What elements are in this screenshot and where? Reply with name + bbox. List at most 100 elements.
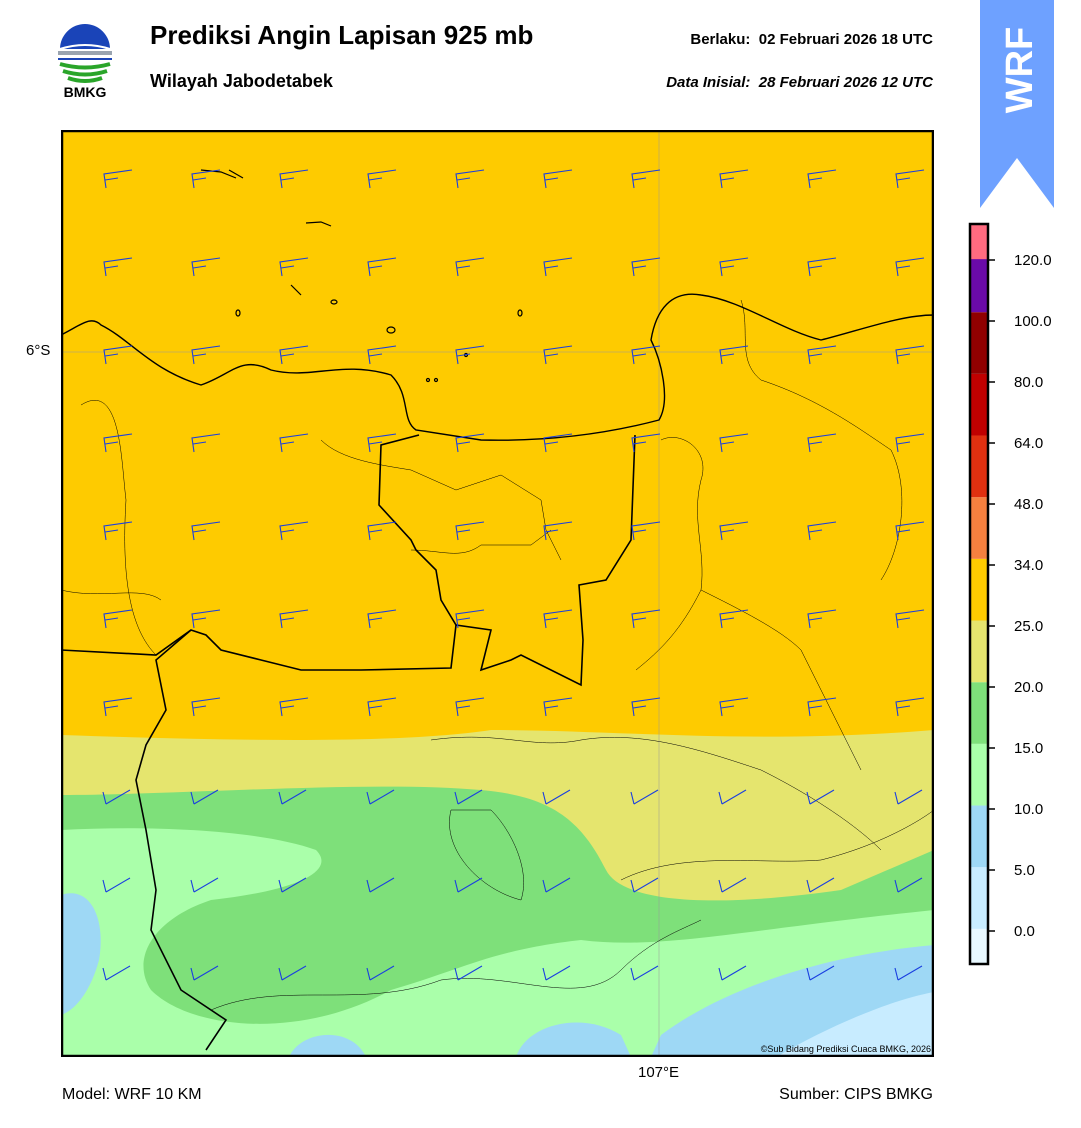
wind-barb	[894, 789, 923, 805]
wind-barb	[630, 789, 659, 805]
colorbar-tick-label: 10.0	[1014, 801, 1043, 818]
wind-barb	[718, 877, 747, 893]
wind-barb	[806, 789, 835, 805]
province-border-south	[135, 629, 228, 1051]
wind-barb	[191, 697, 221, 717]
wind-barb	[367, 521, 397, 541]
wind-barb	[631, 169, 661, 189]
colorbar-tick-label: 5.0	[1014, 862, 1035, 879]
wind-barb	[454, 789, 483, 805]
source-label: Sumber: CIPS BMKG	[779, 1086, 933, 1103]
wind-barb	[895, 345, 925, 365]
wind-barb	[543, 609, 573, 629]
wind-barb	[191, 169, 221, 189]
wind-barb	[278, 789, 307, 805]
wind-barb	[631, 609, 661, 629]
colorbar-tick-label: 120.0	[1014, 252, 1052, 269]
wind-barb	[367, 609, 397, 629]
wind-barb	[895, 609, 925, 629]
wind-barb	[630, 877, 659, 893]
colorbar-tick-label: 64.0	[1014, 435, 1043, 452]
wind-barb	[102, 965, 131, 981]
wind-barb	[190, 965, 219, 981]
colorbar-tick-label: 34.0	[1014, 557, 1043, 574]
wind-barb	[894, 965, 923, 981]
wind-barb	[278, 877, 307, 893]
colorbar-tick-label: 0.0	[1014, 923, 1035, 940]
wind-barb	[367, 433, 397, 453]
valid-value: 02 Februari 2026 18 UTC	[758, 31, 933, 48]
wind-barb	[366, 789, 395, 805]
wind-barb	[895, 169, 925, 189]
wind-barb	[455, 345, 485, 365]
wind-barb	[542, 789, 571, 805]
wind-barb	[895, 433, 925, 453]
lat-tick-label: 6°S	[26, 342, 51, 359]
wind-barb	[894, 877, 923, 893]
wind-barb	[807, 169, 837, 189]
wind-barb	[191, 345, 221, 365]
wind-barb	[455, 433, 485, 453]
wind-barb	[631, 521, 661, 541]
wind-barb	[279, 345, 309, 365]
colorbar-segment	[970, 558, 988, 621]
bmkg-logo-text: BMKG	[63, 84, 107, 100]
wind-barb	[719, 345, 749, 365]
wind-barb	[542, 965, 571, 981]
wind-barb	[543, 257, 573, 277]
speed-zone-0-5	[776, 992, 934, 1057]
wind-barb	[367, 345, 397, 365]
wind-barb	[279, 257, 309, 277]
wind-barb	[191, 609, 221, 629]
regency-borders	[61, 299, 934, 1011]
speed-zone-5-10-c	[516, 1022, 631, 1057]
colorbar-tick-label: 80.0	[1014, 374, 1043, 391]
wind-barb	[190, 789, 219, 805]
wind-barb	[191, 521, 221, 541]
wind-barb	[366, 877, 395, 893]
wind-barb	[630, 965, 659, 981]
wind-barb	[806, 877, 835, 893]
colorbar-segment	[970, 805, 988, 868]
init-time: Data Inisial: 28 Februari 2026 12 UTC	[666, 74, 933, 91]
init-label: Data Inisial:	[666, 74, 751, 91]
wind-barb	[631, 257, 661, 277]
wind-barb	[455, 609, 485, 629]
wind-barb	[719, 609, 749, 629]
colorbar-segment	[970, 312, 988, 374]
wind-barb	[807, 697, 837, 717]
wind-barb	[454, 877, 483, 893]
wind-barb	[103, 257, 133, 277]
wind-barb	[718, 789, 747, 805]
wind-barb	[719, 433, 749, 453]
wind-barb	[103, 345, 133, 365]
wind-barb	[543, 521, 573, 541]
valid-time: Berlaku: 02 Februari 2026 18 UTC	[690, 31, 933, 48]
coastline	[61, 293, 934, 441]
colorbar-segment	[970, 743, 988, 806]
colorbar-segment	[970, 928, 988, 964]
wind-barb	[367, 169, 397, 189]
wrf-badge-text: WRF	[999, 27, 1041, 114]
colorbar-segment	[970, 435, 988, 498]
wind-barb	[455, 697, 485, 717]
colorbar-segment	[970, 250, 988, 313]
speed-zone-5-10-d	[289, 1034, 366, 1057]
province-border-west	[61, 624, 457, 671]
colorbar-segment	[970, 682, 988, 744]
wind-barb	[455, 257, 485, 277]
wind-barb	[279, 697, 309, 717]
colorbar-segment	[970, 620, 988, 683]
wrf-badge: WRF	[980, 0, 1054, 208]
wind-barb	[190, 877, 219, 893]
colorbar-tick-label: 100.0	[1014, 313, 1052, 330]
wind-barb	[807, 257, 837, 277]
small-islands	[200, 169, 523, 383]
wind-barb	[718, 965, 747, 981]
colorbar-tick-label: 48.0	[1014, 496, 1043, 513]
valid-label: Berlaku:	[690, 31, 751, 48]
wind-barb	[895, 257, 925, 277]
wind-speed-map[interactable]	[61, 130, 934, 1057]
wind-barb	[279, 521, 309, 541]
wind-barb	[543, 345, 573, 365]
